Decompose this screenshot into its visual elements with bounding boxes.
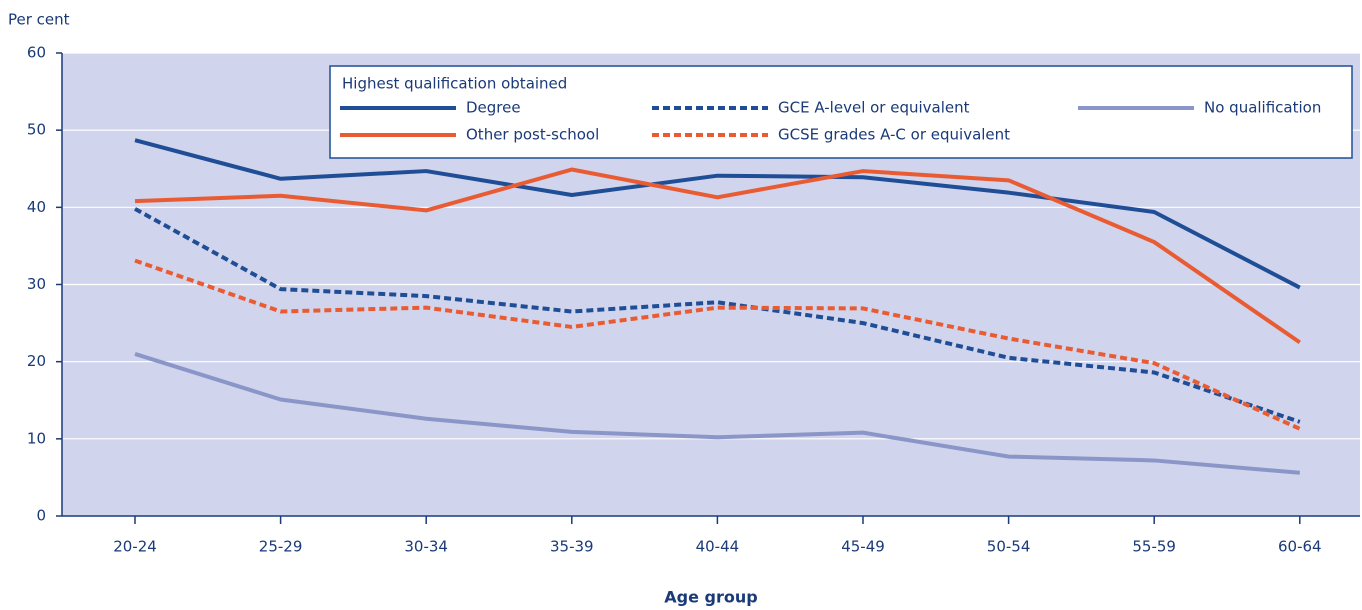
x-tick-label: 45-49 bbox=[841, 538, 885, 556]
legend-title: Highest qualification obtained bbox=[342, 75, 567, 93]
x-tick-label: 25-29 bbox=[259, 538, 303, 556]
y-tick-label: 20 bbox=[27, 352, 46, 370]
legend-label: Degree bbox=[466, 99, 521, 117]
y-tick-label: 50 bbox=[27, 121, 46, 139]
y-tick-label: 10 bbox=[27, 429, 46, 447]
x-tick-label: 35-39 bbox=[550, 538, 594, 556]
legend-label: GCSE grades A-C or equivalent bbox=[778, 126, 1010, 144]
y-tick-label: 30 bbox=[27, 275, 46, 293]
x-tick-label: 30-34 bbox=[404, 538, 448, 556]
legend-label: GCE A-level or equivalent bbox=[778, 99, 970, 117]
legend-box bbox=[329, 65, 1353, 159]
x-axis-label: Age group bbox=[664, 588, 757, 607]
series-line bbox=[134, 207, 1301, 424]
series-line bbox=[134, 258, 1301, 431]
x-tick-label: 55-59 bbox=[1132, 538, 1176, 556]
legend-label: No qualification bbox=[1204, 99, 1321, 117]
x-tick-label: 50-54 bbox=[987, 538, 1031, 556]
legend-label: Other post-school bbox=[466, 126, 599, 144]
y-tick-label: 60 bbox=[27, 44, 46, 62]
y-axis-label: Per cent bbox=[8, 11, 70, 29]
series-line bbox=[134, 138, 1301, 290]
series-line bbox=[134, 352, 1300, 475]
x-tick-label: 40-44 bbox=[696, 538, 740, 556]
x-tick-label: 60-64 bbox=[1278, 538, 1322, 556]
x-tick-label: 20-24 bbox=[113, 538, 157, 556]
y-tick-label: 40 bbox=[27, 198, 46, 216]
lines bbox=[134, 138, 1301, 475]
series-line bbox=[134, 167, 1301, 345]
y-tick-label: 0 bbox=[36, 507, 46, 525]
